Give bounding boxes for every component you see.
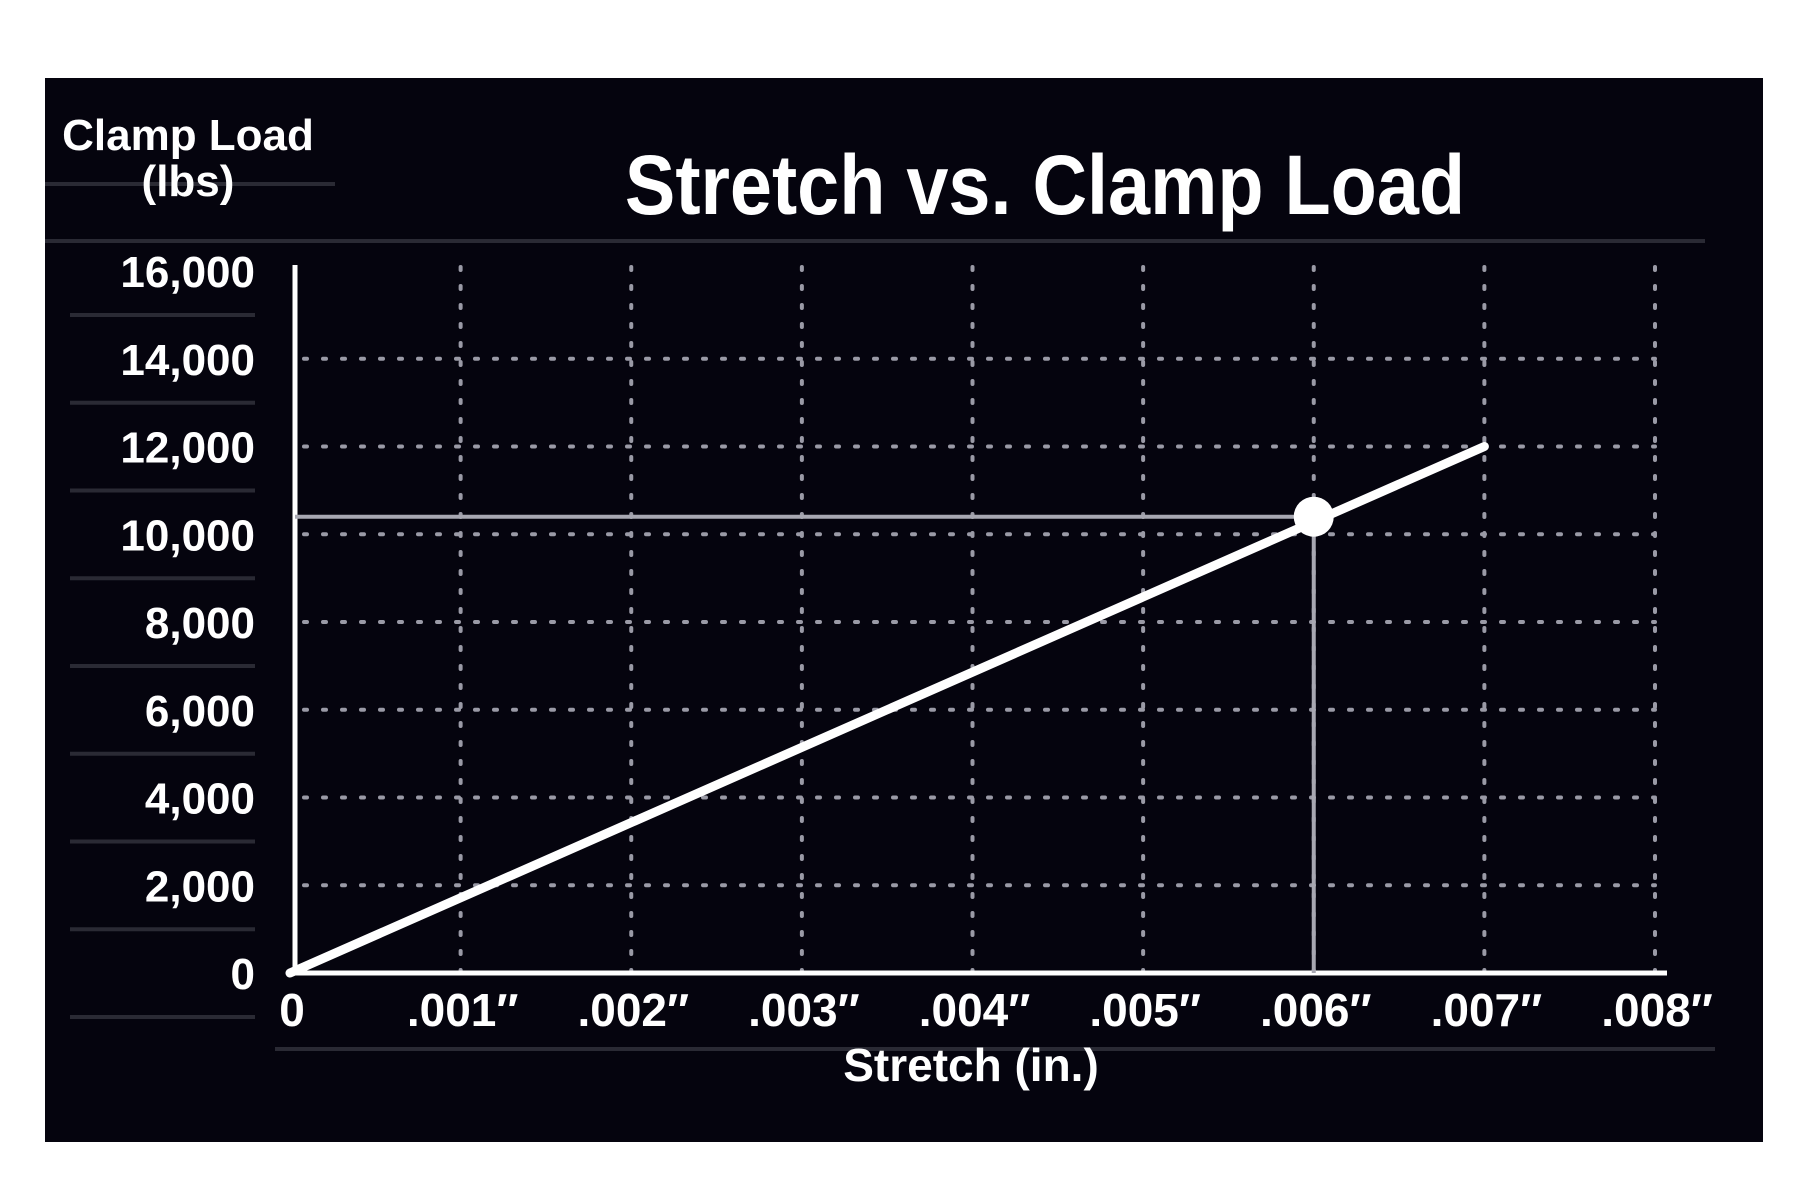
reference-lines [295,514,1316,973]
y-axis-label-line-2: (lbs) [142,157,235,206]
y-tick-label: 6,000 [145,687,255,736]
y-tick-label: 16,000 [120,248,255,297]
x-tick-label: .003″ [748,984,860,1036]
series [285,442,1489,978]
x-tick-labels: 0 .001″ .002″ .003″ .004″ .005″ .006″ .007″ .008… [279,984,1713,1036]
x-tick-label: .005″ [1089,984,1201,1036]
y-tick-label: 12,000 [120,424,255,473]
y-tick-label: 4,000 [145,775,255,824]
highlight-point [1293,496,1334,537]
x-tick-label: .008″ [1601,984,1713,1036]
x-tick-label: .002″ [577,984,689,1036]
x-tick-label: .007″ [1431,984,1543,1036]
grid [302,265,1657,975]
x-tick-label: .001″ [407,984,519,1036]
y-tick-labels: 0 2,000 4,000 6,000 8,000 10,000 12,000 14,000 1… [120,248,255,999]
chart-panel: 0 2,000 4,000 6,000 8,000 10,000 12,000 14,000 1… [45,78,1763,1142]
y-tick-label: 14,000 [120,336,255,385]
y-tick-label: 10,000 [120,511,255,560]
x-tick-label: 0 [279,984,305,1036]
x-tick-label: .006″ [1260,984,1372,1036]
y-tick-label: 2,000 [145,862,255,911]
chart-title: Stretch vs. Clamp Load [625,138,1465,232]
y-tick-label: 8,000 [145,599,255,648]
series-line [285,442,1489,978]
y-tick-label: 0 [231,950,255,999]
chart: 0 2,000 4,000 6,000 8,000 10,000 12,000 14,000 1… [45,111,1715,1091]
x-axis-label: Stretch (in.) [843,1039,1099,1091]
x-tick-label: .004″ [919,984,1031,1036]
decorative-rules [45,182,1715,1051]
y-axis-label-line-1: Clamp Load [62,111,314,160]
axes [292,265,1667,976]
